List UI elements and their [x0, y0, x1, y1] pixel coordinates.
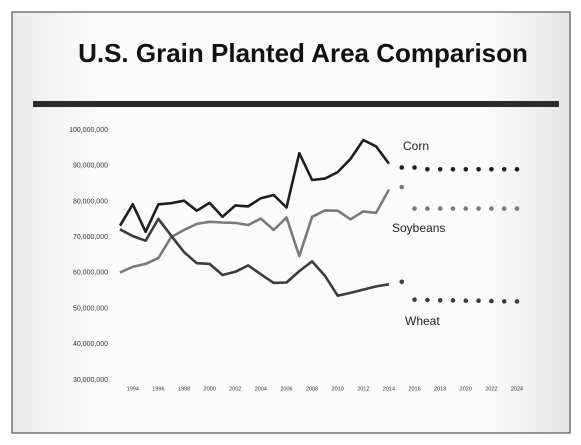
projection-dot — [501, 166, 507, 172]
series-line — [118, 138, 390, 234]
projection-dot — [437, 298, 443, 303]
y-tick-label: 70,000,000 — [73, 234, 108, 241]
y-tick-label: 50,000,000 — [73, 305, 108, 312]
projection-dot — [501, 299, 507, 304]
projection-dot — [412, 206, 417, 211]
plot-area: 30,000,000 40,000,000 50,000,000 60,000,000… — [69, 127, 523, 393]
x-tick-label: 2020 — [460, 386, 472, 392]
x-tick-label: 2000 — [204, 386, 216, 392]
x-tick-label: 2010 — [332, 386, 344, 392]
x-tick-label: 1998 — [178, 386, 190, 392]
projection-dot — [450, 166, 456, 172]
projection-dot — [425, 166, 430, 172]
projection-dot — [476, 206, 481, 211]
projection-dot — [437, 206, 443, 211]
x-tick-label: 2008 — [306, 386, 318, 392]
slide-frame — [11, 11, 571, 434]
projection-dot — [463, 206, 469, 211]
projection-dot — [489, 166, 494, 172]
projection-dot — [514, 206, 520, 211]
x-tick-label: 2012 — [357, 386, 369, 392]
series-label: Wheat — [405, 314, 440, 328]
x-tick-label: 1994 — [127, 386, 139, 392]
y-tick-label: 60,000,000 — [73, 270, 108, 277]
x-tick-label: 2004 — [255, 386, 267, 392]
projection-dot — [476, 298, 481, 304]
y-tick-label: 100,000,000 — [69, 127, 108, 134]
projection-dot — [425, 297, 430, 303]
projection-dot — [450, 206, 456, 211]
projection-dot — [399, 279, 405, 285]
projection-dot — [437, 166, 443, 172]
y-tick-label: 80,000,000 — [73, 198, 108, 205]
projection-dot — [463, 298, 469, 304]
projection-dot — [399, 184, 405, 190]
y-tick-label: 90,000,000 — [73, 163, 108, 170]
chart-title: U.S. Grain Planted Area Comparison — [78, 38, 528, 68]
projection-dot — [489, 206, 494, 211]
projection-dot — [412, 165, 417, 170]
projection-dot — [425, 206, 430, 211]
projection-dot — [450, 298, 456, 303]
x-tick-label: 2024 — [511, 386, 523, 392]
series-line — [119, 188, 391, 274]
projection-dot — [399, 165, 405, 170]
y-tick-label: 30,000,000 — [73, 377, 108, 384]
projection-dot — [501, 206, 507, 211]
projection-dot — [412, 297, 417, 302]
x-tick-label: 2016 — [408, 386, 420, 392]
series-label: Corn — [403, 139, 429, 153]
projection-dot — [489, 298, 494, 304]
series-line — [119, 217, 390, 297]
projection-dot — [476, 166, 481, 172]
x-tick-label: 2006 — [280, 386, 292, 392]
x-tick-label: 2022 — [485, 386, 497, 392]
x-tick-label: 2018 — [434, 386, 446, 392]
x-tick-label: 1996 — [152, 386, 164, 392]
series-label: Soybeans — [392, 221, 445, 235]
projection-dot — [463, 166, 469, 172]
projection-dot — [514, 299, 520, 304]
title-rule — [33, 101, 559, 107]
y-tick-label: 40,000,000 — [73, 341, 108, 348]
x-tick-label: 2002 — [229, 386, 241, 392]
x-tick-label: 2014 — [383, 386, 395, 392]
projection-dot — [514, 166, 520, 172]
